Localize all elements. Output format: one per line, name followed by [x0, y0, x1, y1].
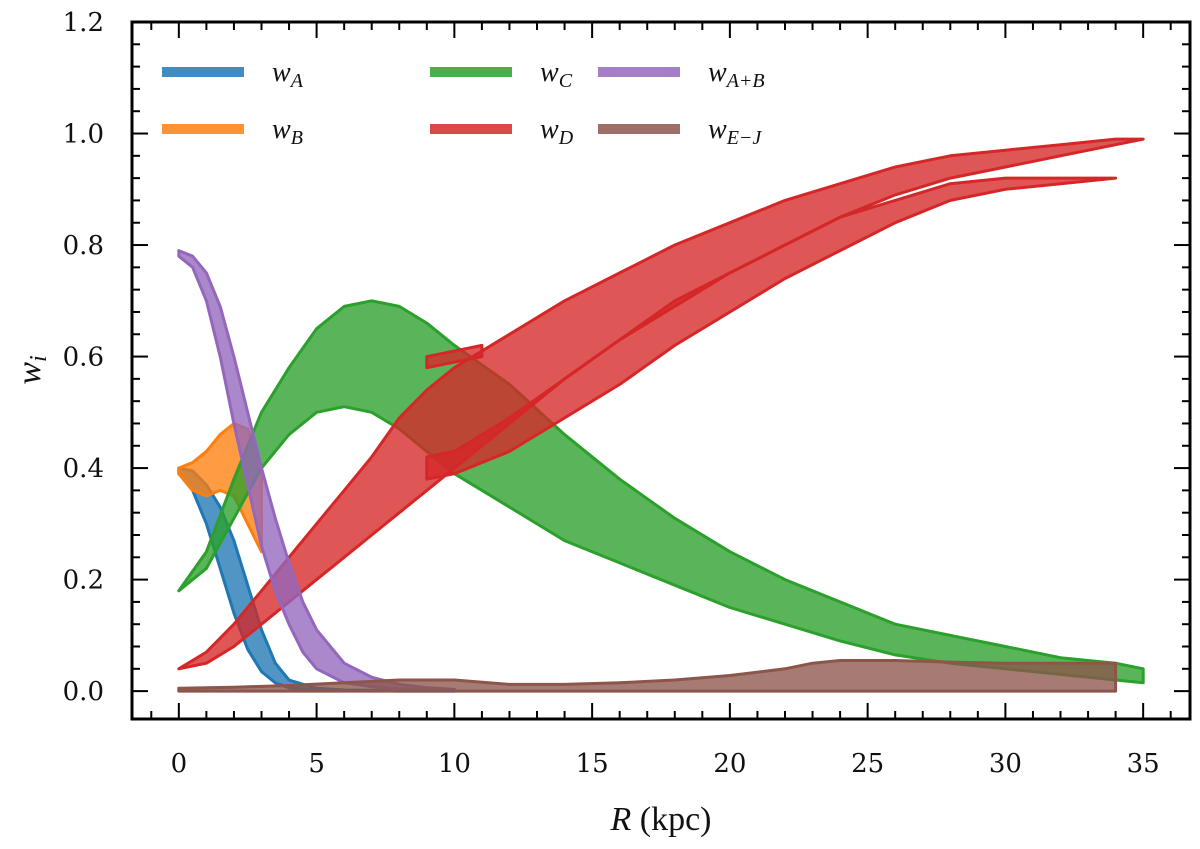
y-tick-label: 0.2 [63, 566, 104, 596]
legend-label: wC [540, 57, 573, 92]
legend-entry-wa-b: wA+B [598, 57, 765, 92]
x-tick-label: 5 [308, 749, 325, 779]
y-axis-title: wi [11, 355, 52, 384]
y-axis-main: w [11, 362, 48, 385]
legend-entry-wd: wD [430, 114, 574, 149]
x-tick-label: 10 [438, 749, 471, 779]
y-tick-label: 0.6 [63, 343, 104, 373]
legend-label: wA+B [708, 57, 765, 92]
x-axis-unit: (kpc) [631, 801, 711, 838]
band-wd-2 [425, 343, 484, 370]
band-wd-1 [425, 176, 1118, 481]
band-we-j-0 [177, 659, 1118, 693]
x-tick-label: 25 [851, 749, 884, 779]
y-tick-label: 0.0 [63, 677, 104, 707]
x-tick-labels: 0 5 10 15 20 25 30 35 [171, 749, 1160, 779]
y-tick-labels: 0.0 0.2 0.4 0.6 0.8 1.0 1.2 [63, 8, 104, 707]
plot-frame [130, 20, 1192, 721]
x-tick-label: 0 [171, 749, 188, 779]
x-axis-var: R [609, 801, 631, 838]
legend-entry-wb: wB [162, 114, 303, 149]
legend-label: wB [272, 114, 303, 149]
y-tick-label: 1.2 [63, 8, 104, 38]
x-axis-title: R (kpc) [609, 801, 711, 838]
x-tick-label: 20 [713, 749, 746, 779]
legend-entry-wa: wA [162, 57, 304, 92]
y-tick-label: 0.8 [63, 231, 104, 261]
x-tick-label: 15 [576, 749, 609, 779]
legend: wA wB wC wD wA+B wE−J [162, 57, 765, 149]
y-tick-label: 1.0 [63, 120, 104, 150]
y-tick-label: 0.4 [63, 454, 104, 484]
band-wd-0 [177, 137, 1145, 671]
x-tick-label: 35 [1127, 749, 1160, 779]
legend-label: wA [272, 57, 304, 92]
legend-label: wE−J [708, 114, 762, 149]
legend-entry-we-j: wE−J [598, 114, 762, 149]
legend-label: wD [540, 114, 574, 149]
x-tick-label: 30 [989, 749, 1022, 779]
legend-entry-wc: wC [430, 57, 573, 92]
bands-layer [177, 137, 1145, 693]
y-axis-sub: i [26, 355, 52, 362]
